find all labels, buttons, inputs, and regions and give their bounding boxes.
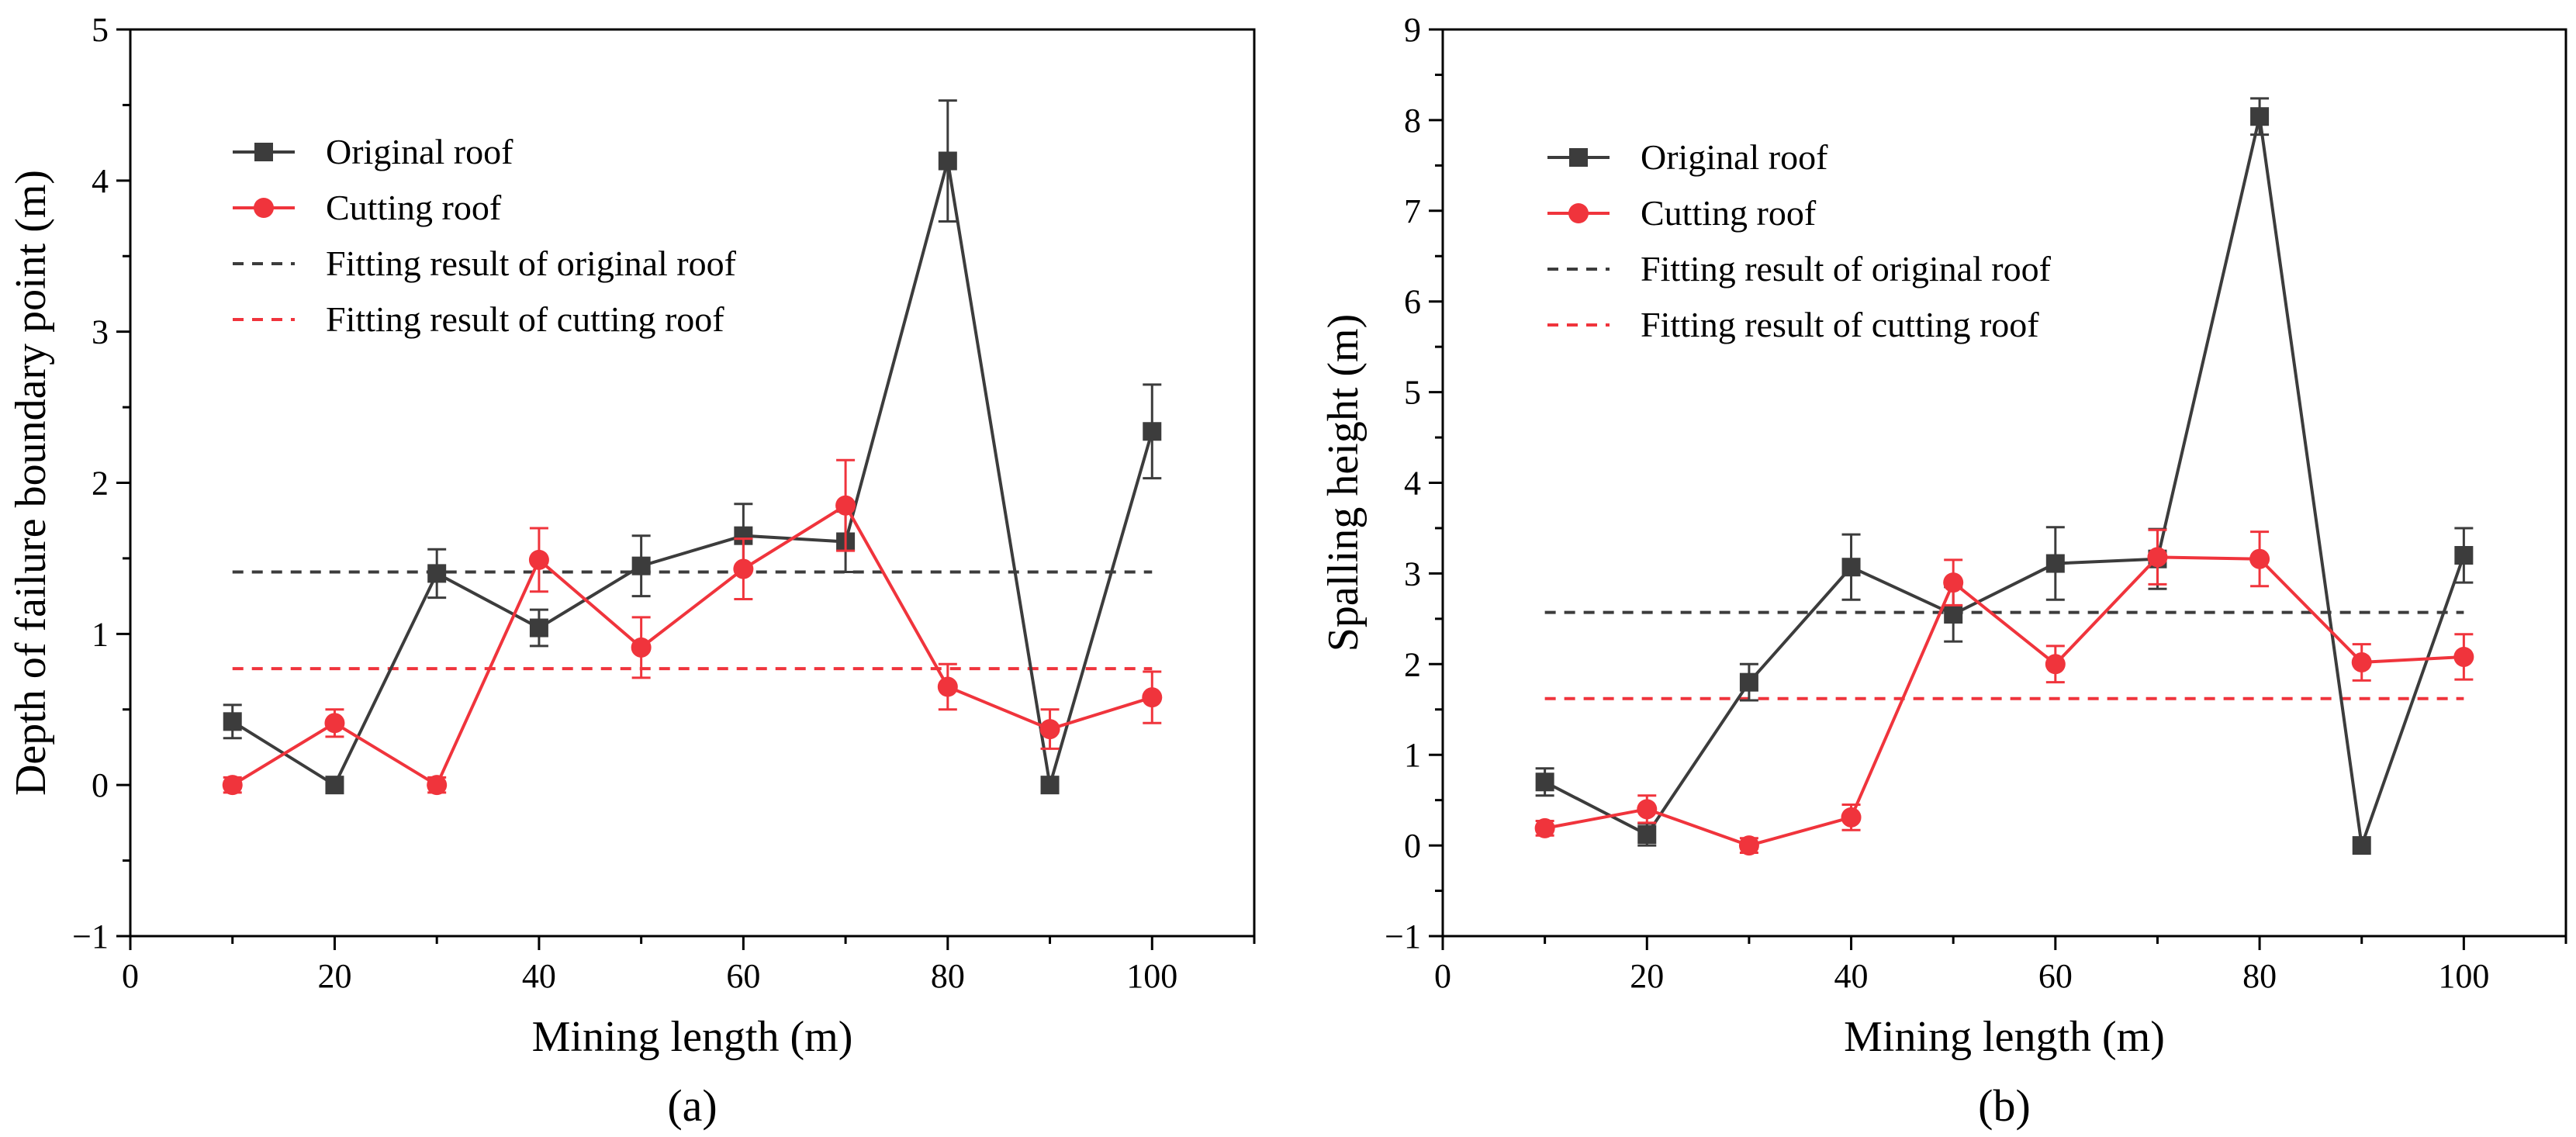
data-point-square [1143,422,1162,441]
data-point-square [1739,672,1758,692]
x-tick-label: 80 [2242,957,2277,995]
x-tick-label: 0 [1434,957,1451,995]
y-tick-label: 8 [1404,102,1421,140]
x-tick-label: 0 [122,957,139,995]
x-tick-label: 40 [522,957,556,995]
data-point-circle [2045,654,2066,675]
data-point-circle [1039,719,1060,740]
y-tick-label: 0 [1404,827,1421,865]
y-tick-label: 2 [92,465,109,503]
y-tick-label: 7 [1404,192,1421,230]
legend-marker-circle [254,198,274,218]
legend-marker-circle [1568,203,1589,223]
data-point-square [427,564,447,583]
legend-label: Fitting result of cutting roof [1641,305,2039,344]
data-point-circle [733,558,754,579]
data-point-circle [222,775,243,796]
x-axis-title: Mining length (m) [1844,1013,2165,1061]
legend-label: Cutting roof [1641,193,1817,233]
data-point-circle [2249,548,2270,569]
y-tick-label: 1 [1404,736,1421,774]
data-point-square [1535,772,1554,792]
x-tick-label: 40 [1834,957,1869,995]
x-tick-label: 100 [1126,957,1177,995]
x-tick-label: 20 [1630,957,1664,995]
data-point-square [1040,776,1060,795]
data-point-square [529,618,548,638]
legend-label: Fitting result of original roof [1641,249,2052,289]
series-line-1 [231,503,1153,788]
x-tick-label: 60 [726,957,760,995]
data-point-circle [631,637,652,658]
y-tick-label: 6 [1404,283,1421,321]
y-tick-label: 5 [1404,374,1421,412]
y-tick-label: 1 [92,615,109,653]
data-point-square [631,556,651,575]
y-tick-label: 4 [1404,465,1421,503]
data-point-circle [937,676,958,697]
x-axis-title: Mining length (m) [532,1013,853,1061]
y-tick-label: 2 [1404,645,1421,683]
plot-frame [129,28,1256,938]
data-point-square [2352,836,2371,855]
x-tick-label: 20 [317,957,351,995]
data-point-square [2454,546,2474,565]
legend-marker-square [254,143,273,161]
data-point-square [2250,107,2270,126]
data-point-circle [2351,651,2372,672]
y-tick-label: 9 [1404,11,1421,49]
data-point-square [1637,825,1657,845]
y-axis-title: Spalling height (m) [1319,314,1368,652]
chart-panel-b: 0 20 40 60 80 100 −1 0 1 2 3 4 5 6 7 8 9 Mining length (m… [1319,11,2567,1131]
series-line-0 [231,160,1154,788]
y-tick-label: 0 [92,766,109,804]
x-tick-label: 60 [2038,957,2073,995]
data-point-circle [324,713,345,734]
plot-frame [1441,28,2567,938]
data-point-circle [1738,835,1759,856]
data-point-circle [835,495,856,516]
legend: Original roof Cutting roof Fitting result … [233,132,737,339]
panel-label: (b) [1978,1080,2031,1131]
y-tick-label: −1 [1385,918,1421,956]
legend-label: Cutting roof [326,188,502,227]
data-point-circle [427,775,448,796]
y-tick-label: 5 [92,11,109,49]
data-point-square [325,776,344,795]
y-tick-label: 4 [92,162,109,200]
data-point-circle [1841,807,1862,828]
chart-panel-a: 0 20 40 60 80 100 −1 0 1 2 3 4 5 Mining length (m) Dep… [7,11,1256,1131]
y-axis-title: Depth of failure boundary point (m) [7,170,55,796]
legend-label: Original roof [326,132,513,171]
x-tick-label: 100 [2438,957,2489,995]
data-point-square [223,712,242,731]
y-tick-label: 3 [1404,555,1421,593]
y-tick-label: 3 [92,313,109,351]
data-point-circle [1943,572,1964,593]
series-line-0 [1544,116,2466,846]
legend: Original roof Cutting roof Fitting result … [1547,137,2052,344]
data-point-circle [2453,646,2474,667]
y-tick-label: −1 [72,918,109,956]
data-point-circle [2147,547,2168,568]
data-point-circle [1534,817,1555,838]
legend-label: Fitting result of original roof [326,244,737,283]
legend-label: Original roof [1641,137,1828,177]
data-point-square [2045,554,2065,573]
series-line-1 [1544,555,2464,848]
legend-marker-square [1569,148,1588,167]
legend-label: Fitting result of cutting roof [326,299,724,339]
data-point-square [1944,605,1963,624]
data-point-circle [528,549,549,570]
panel-label: (a) [667,1080,717,1131]
data-point-square [938,151,957,171]
x-tick-label: 80 [931,957,965,995]
data-point-circle [1142,687,1163,708]
data-point-circle [1637,799,1658,820]
data-point-square [1841,558,1861,577]
